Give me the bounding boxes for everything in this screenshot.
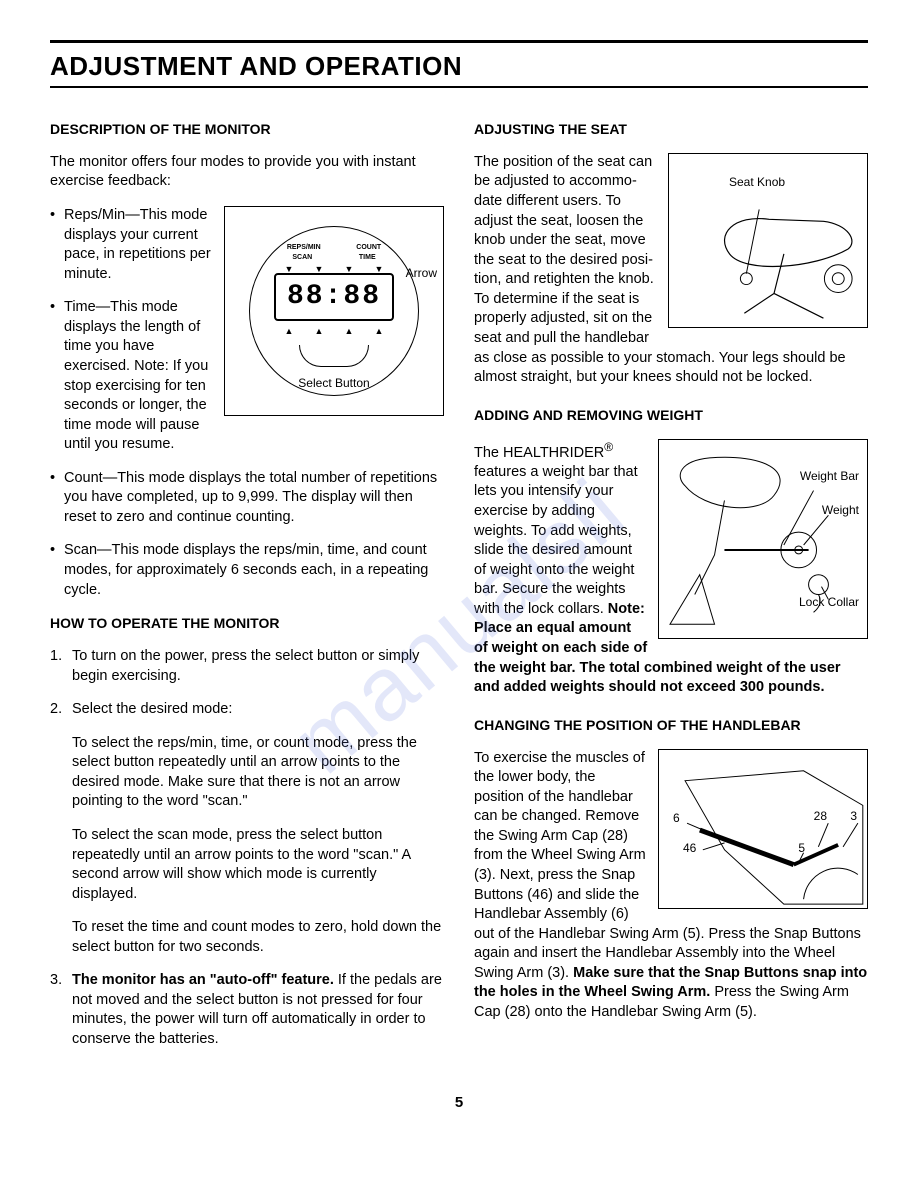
heading-description: DESCRIPTION OF THE MONITOR	[50, 120, 444, 139]
bullet-reps: Reps/Min—This mode displays your current…	[64, 206, 214, 284]
figure-weight: Weight Bar Weight Lock Collar	[658, 439, 868, 639]
bullet-scan: Scan—This mode displays the reps/min, ti…	[64, 541, 444, 600]
label-arrow: Arrow	[406, 265, 437, 281]
step-2: Select the desired mode:	[72, 700, 232, 720]
figure-seat: Seat Knob	[668, 153, 868, 328]
handlebar-sketch	[665, 756, 873, 914]
bullet-count: Count—This mode displays the total numbe…	[64, 469, 444, 528]
right-column: ADJUSTING THE SEAT Seat Knob The positio…	[474, 116, 868, 1064]
seat-sketch	[675, 160, 873, 333]
page-number: 5	[50, 1094, 868, 1111]
step-2a: To select the reps/min, time, or count m…	[50, 734, 444, 812]
heading-seat: ADJUSTING THE SEAT	[474, 120, 868, 139]
step-2c: To reset the time and count modes to zer…	[50, 918, 444, 957]
intro-text: The monitor offers four modes to provide…	[50, 153, 444, 192]
top-rule	[50, 40, 868, 43]
heading-handlebar: CHANGING THE POSITION OF THE HANDLEBAR	[474, 716, 868, 735]
figure-handlebar: 6 28 3 46 5	[658, 749, 868, 909]
heading-weight: ADDING AND REMOVING WEIGHT	[474, 406, 868, 425]
label-select-button: Select Button	[298, 375, 369, 391]
step-1: To turn on the power, press the select b…	[72, 647, 444, 686]
heading-operate: HOW TO OPERATE THE MONITOR	[50, 614, 444, 633]
lcd-display: 88:88	[274, 273, 394, 321]
mode-label: REPS/MIN	[287, 243, 321, 252]
mode-label: SCAN	[292, 253, 312, 262]
select-button-graphic	[299, 345, 369, 367]
page-title: ADJUSTMENT AND OPERATION	[50, 51, 868, 88]
figure-monitor: REPS/MIN COUNT SCAN TIME ▼▼▼▼ 88:88 ▲▲▲▲…	[224, 206, 444, 416]
mode-label: TIME	[359, 253, 376, 262]
left-column: DESCRIPTION OF THE MONITOR The monitor o…	[50, 116, 444, 1064]
mode-label: COUNT	[356, 243, 381, 252]
weight-sketch	[665, 446, 873, 644]
step-2b: To select the scan mode, press the selec…	[50, 826, 444, 904]
step-3: The monitor has an "auto-off" feature. I…	[72, 971, 444, 1049]
bullet-time: Time—This mode displays the length of ti…	[64, 298, 214, 455]
